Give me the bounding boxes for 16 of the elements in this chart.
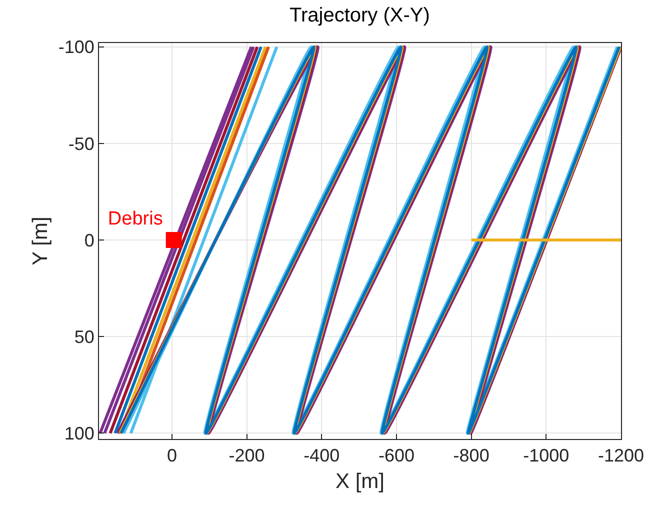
y-axis-title: Y [m] [29, 216, 52, 266]
x-tick-label: -1200 [598, 446, 644, 466]
y-tick-label: -50 [68, 134, 94, 154]
x-axis-title: X [m] [335, 470, 385, 493]
y-tick-label: -100 [58, 37, 94, 58]
x-tick-label: -1000 [523, 446, 570, 466]
x-tick-label: 0 [166, 446, 177, 466]
x-tick-label: -600 [378, 446, 414, 466]
x-tick-label: -400 [304, 446, 340, 466]
y-tick-label: 0 [84, 230, 94, 250]
x-tick-label: -200 [228, 446, 265, 466]
chart-title: Trajectory (X-Y) [290, 4, 430, 27]
series-label: Debris [108, 208, 163, 230]
x-tick-label: -800 [453, 446, 490, 466]
y-tick-label: 50 [74, 326, 94, 347]
y-tick-label: 100 [64, 424, 94, 444]
